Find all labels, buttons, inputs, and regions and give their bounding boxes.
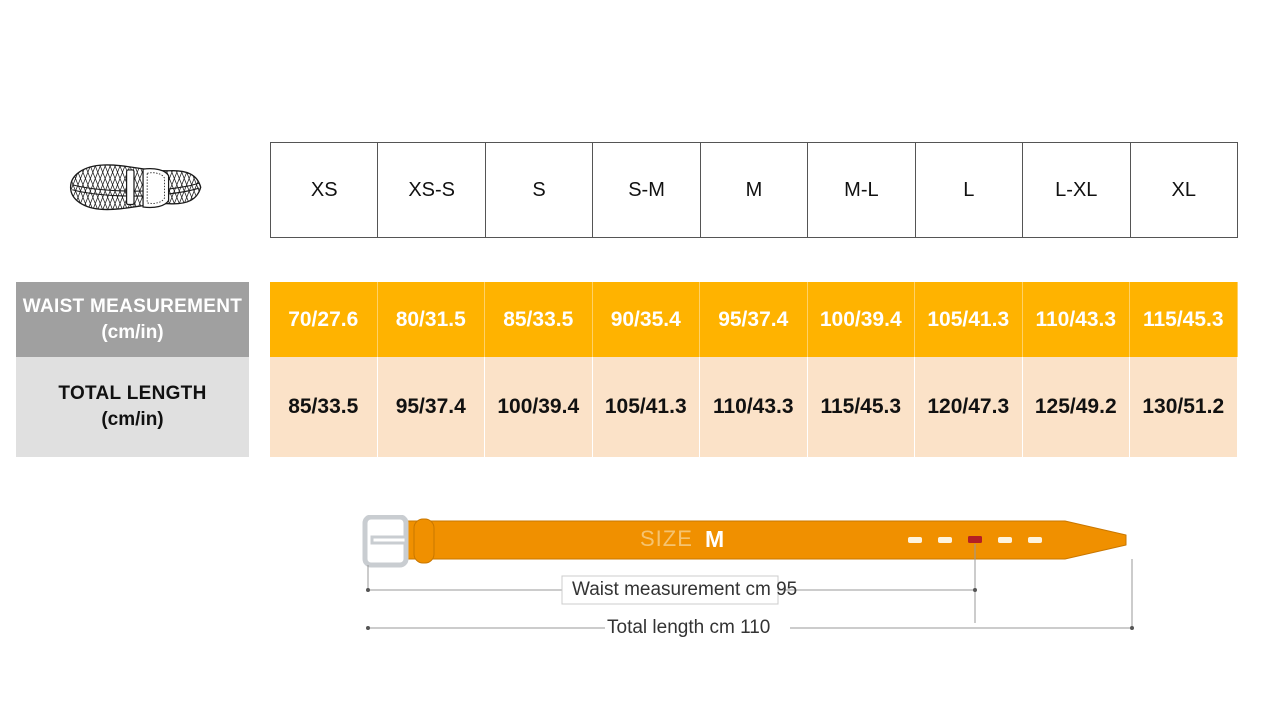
svg-text:M: M [705, 526, 724, 552]
svg-text:Waist measurement cm 95: Waist measurement cm 95 [572, 579, 797, 600]
svg-text:SIZE: SIZE [640, 526, 693, 551]
svg-text:Total length cm 110: Total length cm 110 [607, 617, 770, 638]
